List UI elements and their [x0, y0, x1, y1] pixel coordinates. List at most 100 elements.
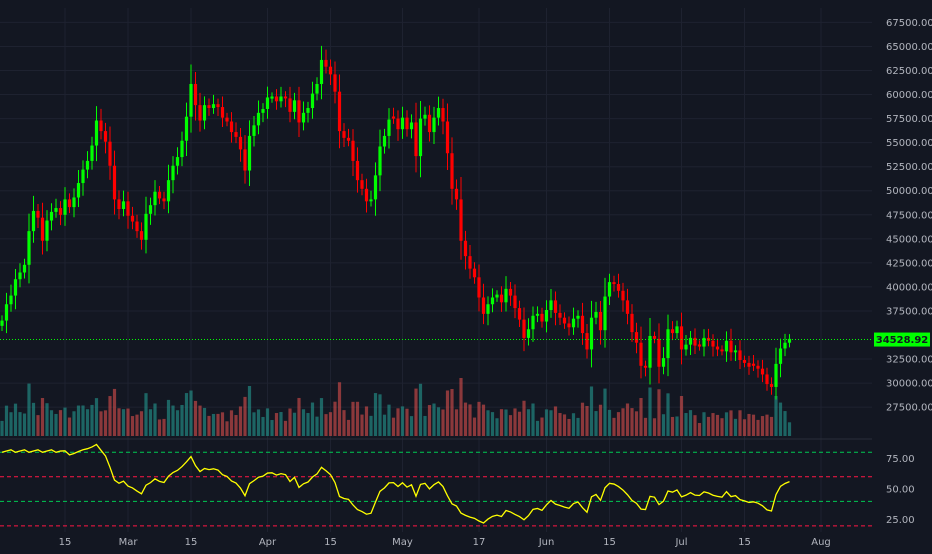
candle — [252, 115, 256, 147]
candle — [108, 126, 112, 180]
volume-bar — [319, 398, 324, 436]
candle-body — [265, 97, 270, 109]
candle — [337, 74, 342, 149]
volume-bar — [450, 389, 454, 436]
candle — [643, 360, 648, 377]
time-tick-label: May — [392, 537, 413, 548]
volume-bar — [697, 423, 702, 436]
candle-body — [670, 329, 675, 334]
candle — [679, 312, 684, 365]
candle-body — [22, 264, 27, 273]
candle — [0, 315, 4, 332]
candle-body — [648, 335, 652, 368]
rsi-layer — [1, 443, 790, 524]
candle-body — [81, 169, 85, 184]
volume-bar — [369, 415, 373, 436]
candle-body — [553, 300, 558, 313]
candle — [702, 329, 706, 357]
candle — [279, 86, 283, 108]
volume-bar — [616, 412, 621, 436]
candle-body — [49, 211, 54, 221]
candle-body — [612, 282, 616, 285]
candle-body — [207, 105, 211, 109]
candle-body — [576, 315, 580, 319]
candle — [117, 190, 121, 220]
candle — [94, 106, 99, 162]
candle — [571, 307, 576, 335]
candle — [468, 244, 472, 279]
candle-body — [427, 114, 432, 133]
candle — [427, 105, 432, 142]
price-tick-label: 52500.00 — [886, 162, 932, 173]
candle — [4, 292, 9, 334]
candle-body — [117, 199, 121, 210]
candle-body — [144, 213, 148, 240]
candle-body — [459, 199, 463, 241]
candle-body — [243, 149, 247, 171]
candle-body — [477, 277, 481, 298]
candle-body — [774, 363, 778, 387]
candle-body — [13, 279, 18, 296]
candle — [72, 188, 76, 218]
candle-body — [630, 313, 634, 333]
candle-body — [360, 180, 364, 189]
volume-bar — [166, 399, 171, 436]
candle-body — [603, 296, 607, 331]
candle-body — [468, 256, 472, 269]
candle — [261, 103, 265, 123]
candle — [315, 77, 319, 101]
candle — [774, 347, 778, 400]
candle — [319, 45, 324, 100]
candle — [454, 179, 459, 210]
candle — [540, 307, 544, 328]
candle-body — [306, 108, 310, 113]
volume-bar — [243, 396, 247, 436]
candle-body — [432, 117, 436, 133]
candle-body — [486, 304, 490, 314]
volume-bar — [90, 404, 94, 436]
candle-body — [0, 320, 4, 326]
candle-body — [418, 118, 423, 157]
candle-body — [778, 348, 783, 364]
candle-body — [715, 346, 720, 350]
volume-bar — [526, 409, 531, 436]
time-tick-label: 15 — [603, 537, 616, 548]
volume-bar — [193, 400, 198, 436]
volume-bar — [180, 404, 184, 436]
volume-bar — [252, 412, 256, 436]
volume-bar — [522, 400, 526, 436]
candle — [247, 120, 252, 187]
rsi-band-layer — [0, 451, 872, 527]
volume-bar — [580, 402, 585, 436]
volume-bar — [126, 408, 130, 436]
volume-bar — [558, 413, 562, 436]
candle-body — [535, 313, 540, 316]
candle-body — [279, 96, 283, 102]
candle — [495, 290, 499, 302]
volume-bar — [661, 414, 666, 436]
volume-bar — [594, 411, 598, 436]
volume-bar — [400, 406, 405, 436]
volume-bar — [441, 409, 445, 436]
last-price-layer: 34528.92 — [0, 332, 930, 347]
candle-body — [472, 268, 477, 278]
candle — [778, 338, 783, 378]
volume-bar — [553, 406, 558, 436]
volume-bar — [495, 418, 499, 436]
volume-bar — [666, 393, 670, 436]
candle-body — [369, 199, 373, 202]
volume-bar — [711, 413, 715, 436]
candle — [531, 306, 535, 342]
volume-bar — [301, 409, 306, 436]
volume-bar — [274, 413, 279, 436]
volume-bar — [54, 413, 58, 436]
candle — [549, 289, 553, 318]
price-tick-label: 47500.00 — [886, 210, 932, 221]
candle — [652, 331, 657, 344]
volume-bar — [234, 415, 238, 436]
volume-bar — [247, 385, 252, 436]
volume-bar — [513, 408, 517, 436]
candle-body — [571, 318, 576, 328]
